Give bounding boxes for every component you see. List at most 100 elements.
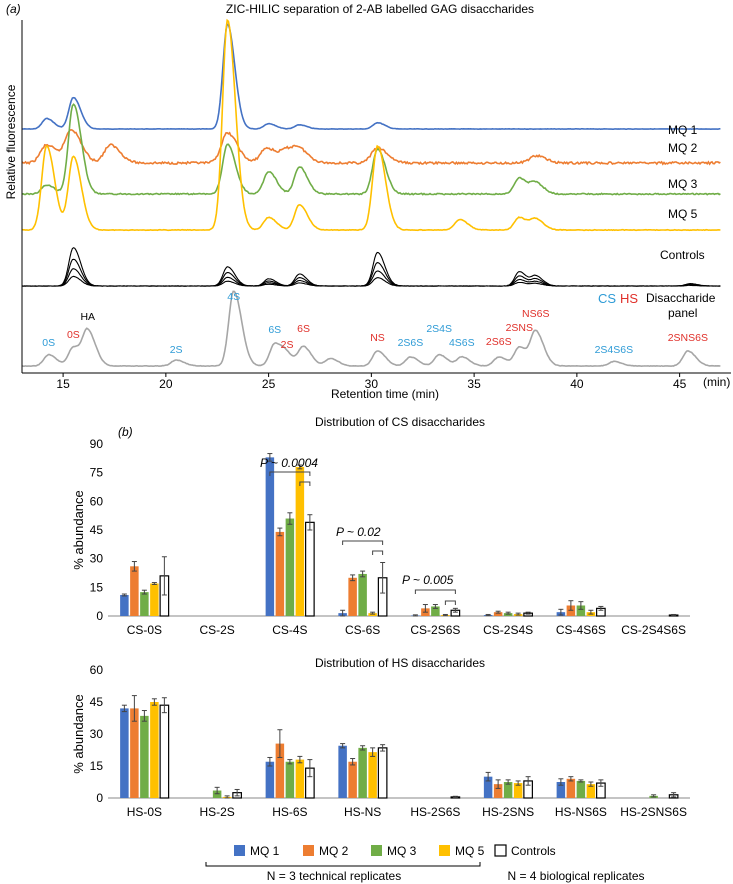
legend-swatch-mq1 [234, 845, 245, 856]
legend-swatch-mq5 [439, 845, 450, 856]
peak-label-cs-4s: 4S [227, 291, 240, 303]
bar-chart-category-label: HS-NS [344, 805, 381, 819]
bar-chart-hs: Distribution of HS disaccharides % abunda… [71, 656, 690, 819]
peak-label-cs-2s6s: 2S6S [398, 337, 424, 349]
bar-mq-1-hs-0s [120, 708, 129, 798]
bar-chart-ytick-label: 75 [90, 466, 104, 480]
bar-mq-5-hs-2sns [513, 783, 523, 798]
significance-bracket-inner [299, 481, 311, 486]
bar-mq-3-hs-2s [212, 790, 222, 798]
panel-a-x-unit: (min) [703, 375, 730, 389]
trace-label-mq-5: MQ 5 [668, 207, 698, 221]
bar-controls-cs-4s [305, 521, 315, 617]
bar-chart-ytick-label: 15 [90, 759, 104, 773]
legend-hs-label: HS [620, 291, 638, 306]
bar-chart-category-label: CS-2S6S [410, 623, 460, 637]
bar-chart-cs: Distribution of CS disaccharides % abunda… [71, 415, 690, 637]
bar-mq-1-hs-ns [338, 745, 347, 798]
bar-mq-2-hs-2sns [493, 784, 503, 798]
bar-mq-1-cs-0s [120, 594, 129, 616]
trace-mq-3 [21, 103, 721, 196]
bar-chart-category-label: CS-6S [345, 623, 380, 637]
panel-a-xtick-label: 20 [159, 377, 173, 391]
peak-label-hs-2s6s: 2S6S [486, 336, 512, 348]
bar-mq-2-cs-0s [130, 566, 139, 616]
peak-label-hs-0s: 0S [67, 329, 80, 341]
peak-label-cs-0s: 0S [42, 337, 55, 349]
trace-label-controls: Controls [660, 248, 705, 262]
bar-chart-category-label: HS-0S [127, 805, 162, 819]
legend-swatch-controls [494, 844, 507, 857]
bar-mq-5-cs-0s [150, 583, 159, 616]
bar-chart-ylabel: % abundance [71, 490, 86, 570]
peak-label-cs-2s: 2S [170, 344, 183, 356]
sig-label-cs-2s6s: P ~ 0.005 [402, 573, 454, 587]
legend-swatch-mq3 [371, 845, 382, 856]
technical-replicates-bracket [205, 862, 481, 867]
bar-chart-ytick-label: 30 [90, 727, 104, 741]
bar-mq-2-cs-6s [348, 577, 357, 616]
peak-label-hs-ns6s: NS6S [522, 308, 549, 320]
bar-mq-3-cs-4s [285, 518, 295, 616]
panel-a-xlabel: Retention time (min) [331, 387, 439, 401]
bar-chart-ytick-label: 0 [96, 609, 103, 623]
bar-mq-1-hs-2sns [483, 776, 493, 798]
bar-mq-2-hs-6s [275, 743, 285, 798]
peak-label-hs-ns: NS [370, 332, 385, 344]
chromatogram-traces: MQ 1MQ 2MQ 3MQ 5Controls0S0SHA2S4S6S2S6S… [21, 18, 721, 368]
bar-mq-3-hs-0s [140, 715, 149, 798]
bar-chart-ytick-label: 30 [90, 552, 104, 566]
bar-mq-3-hs-2sns [503, 782, 513, 798]
peak-label-cs-4s6s: 4S6S [449, 337, 475, 349]
panel-a-ylabel: Relative fluorescence [4, 84, 18, 199]
panel-a-xtick-label: 40 [570, 377, 584, 391]
bar-chart-ytick-label: 45 [90, 695, 104, 709]
sig-label-cs-6s: P ~ 0.02 [336, 525, 381, 539]
bar-chart-ylabel: % abundance [71, 694, 86, 774]
disaccharide-panel-label-1: Disaccharide [646, 291, 716, 305]
significance-bracket [342, 540, 384, 545]
legend-cs-label: CS [598, 291, 616, 306]
peak-label-hs-6s: 6S [297, 323, 310, 335]
bar-chart-ytick-label: 60 [90, 663, 104, 677]
bar-chart-category-label: CS-2S4S [483, 623, 533, 637]
bar-mq-3-hs-6s [285, 761, 295, 798]
peak-label-hs-2sns6s: 2SNS6S [668, 332, 708, 344]
panel-a-label: (a) [6, 2, 21, 16]
note-technical-replicates: N = 3 technical replicates [267, 869, 401, 883]
bar-chart-category-label: CS-4S [272, 623, 307, 637]
bar-chart-category-label: CS-0S [127, 623, 162, 637]
trace-label-mq-2: MQ 2 [668, 141, 698, 155]
bar-mq-2-hs-0s [130, 708, 139, 798]
bar-chart-ytick-label: 60 [90, 494, 104, 508]
panel-a-xtick-label: 35 [467, 377, 481, 391]
bar-mq-1-hs-ns6s [556, 782, 566, 798]
bar-mq-3-hs-ns [358, 747, 367, 798]
bar-mq-3-cs-2s6s [431, 606, 440, 616]
bar-chart-category-label: CS-4S6S [556, 623, 606, 637]
peak-label-cs-2s4s: 2S4S [426, 323, 452, 335]
bar-mq-1-hs-6s [265, 761, 275, 798]
disaccharide-panel-label-2: panel [668, 306, 697, 320]
peak-label-cs-6s: 6S [268, 324, 281, 336]
significance-bracket-inner [372, 550, 384, 555]
significance-bracket [269, 471, 311, 476]
bar-chart-ytick-label: 0 [96, 791, 103, 805]
note-biological-replicates: N = 4 biological replicates [507, 869, 644, 883]
bar-chart-category-label: HS-2S [199, 805, 234, 819]
legend-label-controls: Controls [511, 844, 556, 858]
bar-chart-category-label: HS-2SNS [482, 805, 534, 819]
trace-mq-5 [21, 18, 721, 232]
bar-mq-3-cs-6s [358, 573, 367, 616]
legend-label-mq1: MQ 1 [250, 844, 280, 858]
bar-chart-title: Distribution of HS disaccharides [315, 656, 485, 670]
bar-chart-category-label: HS-NS6S [555, 805, 607, 819]
bar-mq-2-hs-ns6s [566, 778, 576, 798]
bar-chart-category-label: HS-2SNS6S [620, 805, 687, 819]
trace-controls [21, 275, 721, 287]
bar-mq-5-hs-ns [368, 752, 377, 798]
bar-charts: Distribution of CS disaccharides % abunda… [71, 415, 690, 819]
bar-mq-5-hs-6s [295, 759, 305, 798]
trace-mq-2 [21, 128, 721, 166]
